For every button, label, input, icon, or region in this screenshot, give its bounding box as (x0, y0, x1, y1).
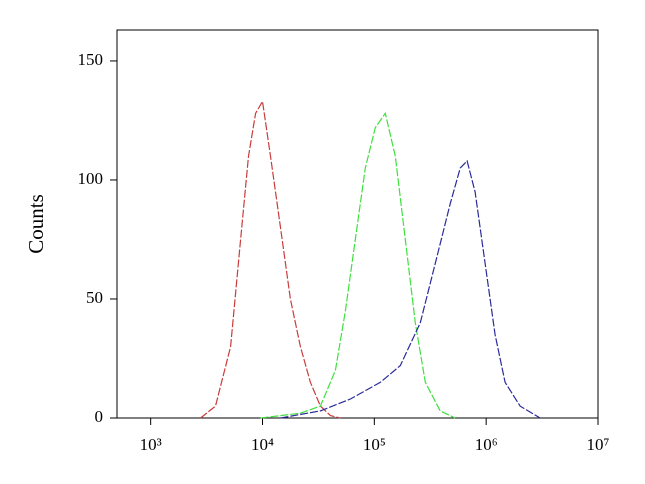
x-tick-label: 10⁴ (251, 435, 274, 454)
x-tick-label: 10⁶ (475, 435, 498, 454)
x-tick-label: 10³ (140, 435, 162, 454)
histogram-line (280, 159, 541, 419)
histogram-line (260, 111, 456, 419)
y-tick-label: 150 (78, 50, 104, 69)
x-tick-label: 10⁵ (363, 435, 386, 454)
y-tick-label: 0 (95, 407, 104, 426)
x-tick-label: 10⁷ (587, 435, 610, 454)
y-tick-label: 50 (86, 288, 103, 307)
y-axis-label: Counts (24, 194, 48, 254)
y-tick-label: 100 (78, 169, 104, 188)
plot-frame (116, 29, 599, 419)
histogram-line (200, 99, 341, 419)
